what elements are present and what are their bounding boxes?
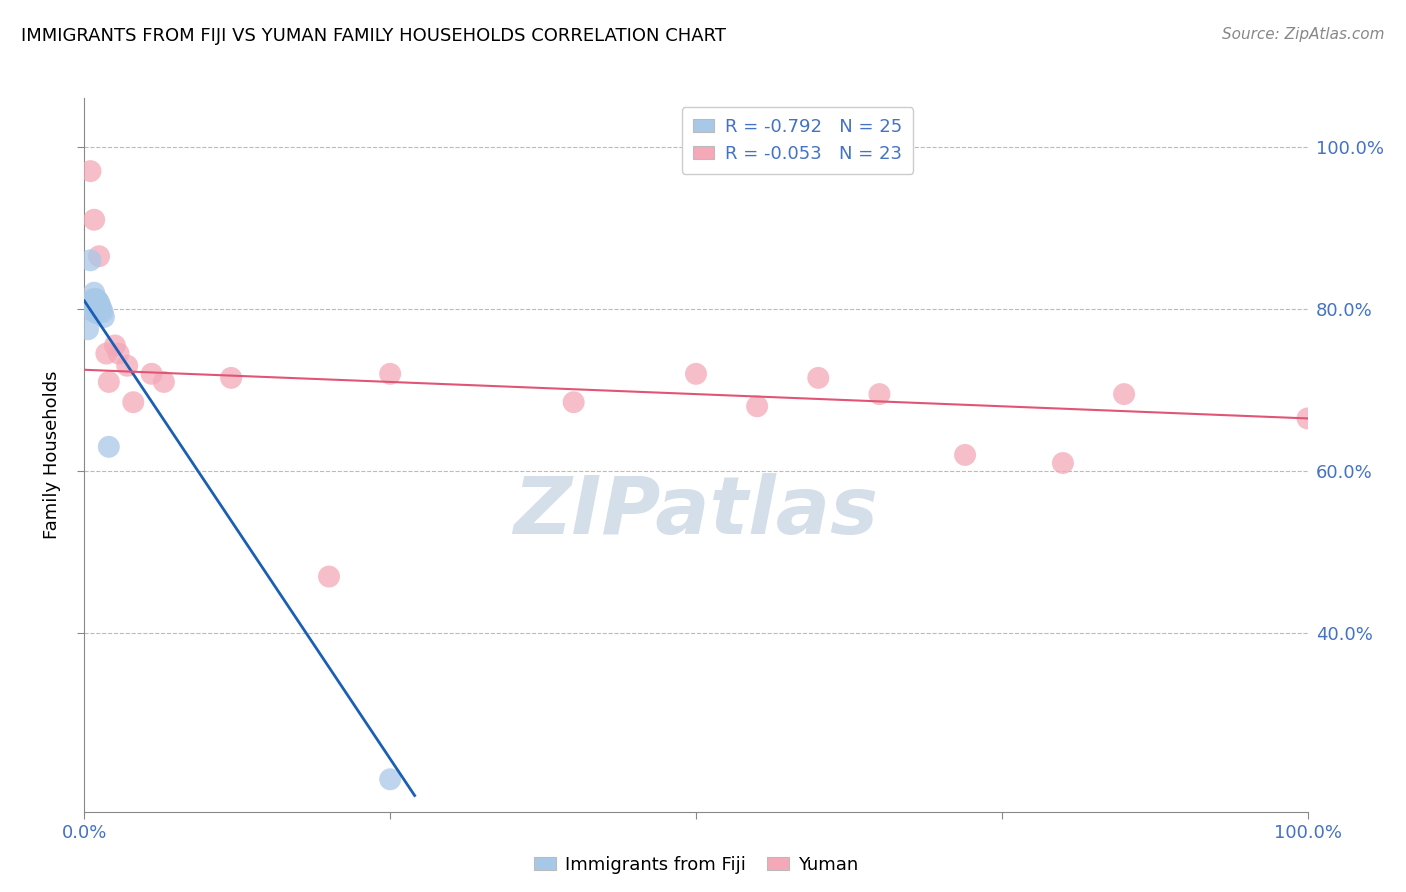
Point — [87, 301, 110, 316]
Point — [84, 299, 107, 313]
Point — [77, 322, 100, 336]
Point — [86, 292, 108, 306]
Point — [104, 338, 127, 352]
Point — [90, 301, 112, 316]
Point — [685, 367, 707, 381]
Point — [1052, 456, 1074, 470]
Point — [115, 359, 138, 373]
Y-axis label: Family Households: Family Households — [44, 371, 62, 539]
Point — [87, 293, 110, 308]
Text: IMMIGRANTS FROM FIJI VS YUMAN FAMILY HOUSEHOLDS CORRELATION CHART: IMMIGRANTS FROM FIJI VS YUMAN FAMILY HOU… — [21, 27, 725, 45]
Point — [84, 305, 107, 319]
Point — [122, 395, 145, 409]
Point — [80, 295, 103, 310]
Point — [87, 295, 110, 310]
Point — [219, 371, 242, 385]
Point — [83, 212, 105, 227]
Text: ZIPatlas: ZIPatlas — [513, 473, 879, 551]
Point — [1114, 387, 1136, 401]
Point — [93, 310, 115, 324]
Point — [83, 285, 105, 300]
Point — [89, 299, 111, 313]
Point — [82, 301, 104, 316]
Point — [86, 299, 108, 313]
Legend: Immigrants from Fiji, Yuman: Immigrants from Fiji, Yuman — [527, 849, 865, 881]
Point — [87, 303, 110, 318]
Point — [86, 306, 108, 320]
Point — [97, 375, 120, 389]
Point — [380, 772, 402, 787]
Point — [79, 164, 101, 178]
Text: Source: ZipAtlas.com: Source: ZipAtlas.com — [1222, 27, 1385, 42]
Point — [87, 249, 110, 263]
Point — [1296, 411, 1319, 425]
Point — [97, 440, 120, 454]
Point — [380, 367, 402, 381]
Point — [83, 301, 105, 316]
Point — [79, 253, 101, 268]
Point — [318, 569, 340, 583]
Point — [953, 448, 976, 462]
Point — [747, 399, 769, 413]
Point — [141, 367, 163, 381]
Point — [83, 293, 105, 308]
Point — [107, 346, 129, 360]
Point — [153, 375, 176, 389]
Point — [96, 346, 118, 360]
Point — [82, 292, 104, 306]
Point — [562, 395, 585, 409]
Point — [869, 387, 891, 401]
Point — [84, 292, 107, 306]
Point — [91, 305, 114, 319]
Point — [80, 303, 103, 318]
Point — [807, 371, 830, 385]
